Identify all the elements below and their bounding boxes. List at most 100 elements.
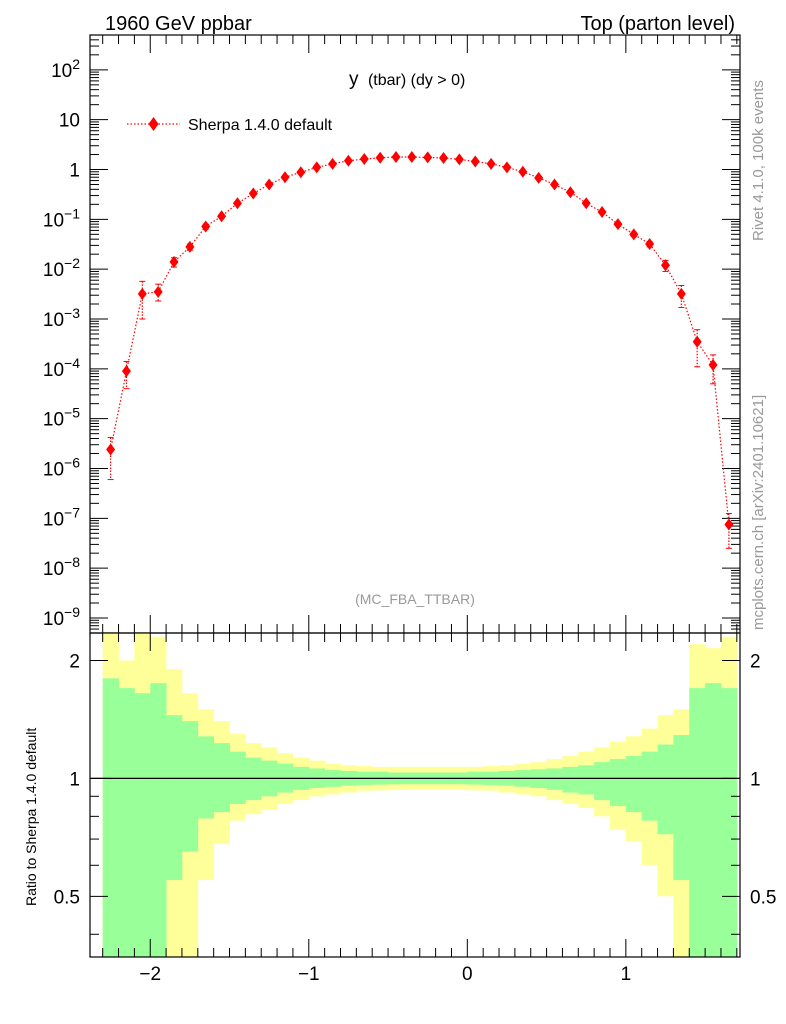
data-point xyxy=(232,197,242,210)
data-point xyxy=(439,152,449,165)
y-tick-label: 10−4 xyxy=(43,355,80,381)
header-right: Top (parton level) xyxy=(580,13,735,35)
legend-label: Sherpa 1.4.0 default xyxy=(188,117,333,134)
data-point xyxy=(423,151,433,164)
data-point xyxy=(534,171,544,184)
data-point xyxy=(407,151,417,164)
inner-band-bin xyxy=(102,678,119,957)
ratio-y-tick-label-left: 2 xyxy=(69,651,80,672)
y-tick-label: 10−1 xyxy=(43,205,80,231)
inner-band-bin xyxy=(166,715,183,881)
inner-band-bin xyxy=(641,751,658,821)
inner-band-bin xyxy=(689,688,706,957)
data-point xyxy=(581,197,591,210)
data-point xyxy=(629,228,639,241)
ratio-uncertainty-bands xyxy=(102,633,738,957)
data-point xyxy=(470,155,480,168)
data-point xyxy=(296,166,306,179)
data-point xyxy=(201,220,211,233)
legend: Sherpa 1.4.0 default xyxy=(127,117,333,134)
main-y-tick-labels: 10−9 10−8 10−7 10−6 10−5 10−4 10−3 10−2 10−1 1 10 1… xyxy=(43,56,80,630)
data-point xyxy=(486,157,496,170)
data-point xyxy=(264,178,274,191)
x-tick-label: 0 xyxy=(462,964,473,985)
ratio-y-tick-labels: 0.5 0.5 1 1 2 2 xyxy=(54,651,777,908)
inner-band-bin xyxy=(181,721,199,852)
x-tick-label: −2 xyxy=(139,964,161,985)
data-point xyxy=(217,210,227,223)
rivet-version-text: Rivet 4.1.0, 100k events xyxy=(750,80,767,241)
data-point xyxy=(248,187,258,200)
y-tick-label: 10−2 xyxy=(43,255,80,281)
main-axis-ticks xyxy=(90,34,740,634)
ratio-y-tick-label-right: 1 xyxy=(750,769,761,790)
y-tick-label: 10−6 xyxy=(43,454,80,480)
x-tick-label: −1 xyxy=(298,964,320,985)
inner-band-bin xyxy=(546,768,563,790)
data-point xyxy=(708,358,718,371)
inner-band-bin xyxy=(134,693,151,957)
y-tick-label: 10 xyxy=(59,111,80,132)
data-point xyxy=(692,335,702,348)
analysis-watermark: (MC_FBA_TTBAR) xyxy=(355,591,475,607)
data-point xyxy=(121,365,131,378)
inner-band-bin xyxy=(720,688,738,957)
data-point xyxy=(106,443,116,456)
legend-marker xyxy=(148,117,159,131)
mc-markers xyxy=(106,151,734,531)
data-point xyxy=(676,287,686,300)
inner-band-bin xyxy=(213,743,230,813)
data-point xyxy=(359,153,369,166)
main-title-variable: y xyxy=(349,69,359,90)
inner-band-bin xyxy=(610,759,627,807)
ratio-panel: 0.5 0.5 1 1 2 2 −2 −1 0 1 Ratio to Sherpa 1.4.0 … xyxy=(23,632,777,985)
inner-band-bin xyxy=(705,683,722,957)
data-point xyxy=(597,206,607,219)
mc-series-line xyxy=(110,156,730,525)
y-tick-label: 10−9 xyxy=(43,604,80,630)
x-tick-labels: −2 −1 0 1 xyxy=(139,964,631,985)
main-title-detail: (tbar) (dy > 0) xyxy=(368,72,465,89)
inner-band-bin xyxy=(197,736,215,819)
data-point xyxy=(391,151,401,164)
data-point xyxy=(280,171,290,184)
y-tick-label: 10−7 xyxy=(43,504,80,530)
y-tick-label: 10−5 xyxy=(43,405,80,431)
data-point xyxy=(343,154,353,167)
data-point xyxy=(613,218,623,231)
mcplots-reference-text: mcplots.cern.ch [arXiv:2401.10621] xyxy=(750,395,767,630)
data-point xyxy=(328,157,338,170)
data-point xyxy=(312,161,322,174)
data-point xyxy=(565,186,575,199)
data-point xyxy=(185,240,195,253)
inner-band-bin xyxy=(118,688,135,957)
inner-band-bin xyxy=(625,756,643,813)
data-point xyxy=(375,151,385,164)
header-left: 1960 GeV ppbar xyxy=(105,13,252,35)
ratio-axis-ticks xyxy=(90,633,740,957)
data-point xyxy=(660,259,670,272)
ratio-frame xyxy=(89,632,741,958)
ratio-y-tick-label-left: 1 xyxy=(69,769,80,790)
inner-band-bin xyxy=(562,766,579,793)
inner-band-bin xyxy=(150,683,167,957)
data-point xyxy=(153,285,163,298)
y-tick-label: 102 xyxy=(51,56,80,82)
x-tick-label: 1 xyxy=(621,964,632,985)
mc-error-bars xyxy=(107,214,732,549)
inner-band-bin xyxy=(657,744,674,835)
main-title: y (tbar) (dy > 0) xyxy=(349,69,465,90)
ratio-y-tick-label-right: 0.5 xyxy=(750,887,776,908)
inner-band-bin xyxy=(578,765,595,795)
data-point xyxy=(454,153,464,166)
y-tick-label: 10−3 xyxy=(43,305,80,331)
data-point xyxy=(724,518,734,531)
inner-band-bin xyxy=(594,762,611,801)
y-tick-label: 1 xyxy=(69,160,80,181)
data-point xyxy=(645,237,655,250)
main-panel: 10−9 10−8 10−7 10−6 10−5 10−4 10−3 10−2 10−1 1 10 1… xyxy=(43,34,741,634)
data-point xyxy=(137,287,147,300)
ratio-y-axis-label: Ratio to Sherpa 1.4.0 default xyxy=(23,728,39,906)
ratio-y-tick-label-right: 2 xyxy=(750,651,761,672)
